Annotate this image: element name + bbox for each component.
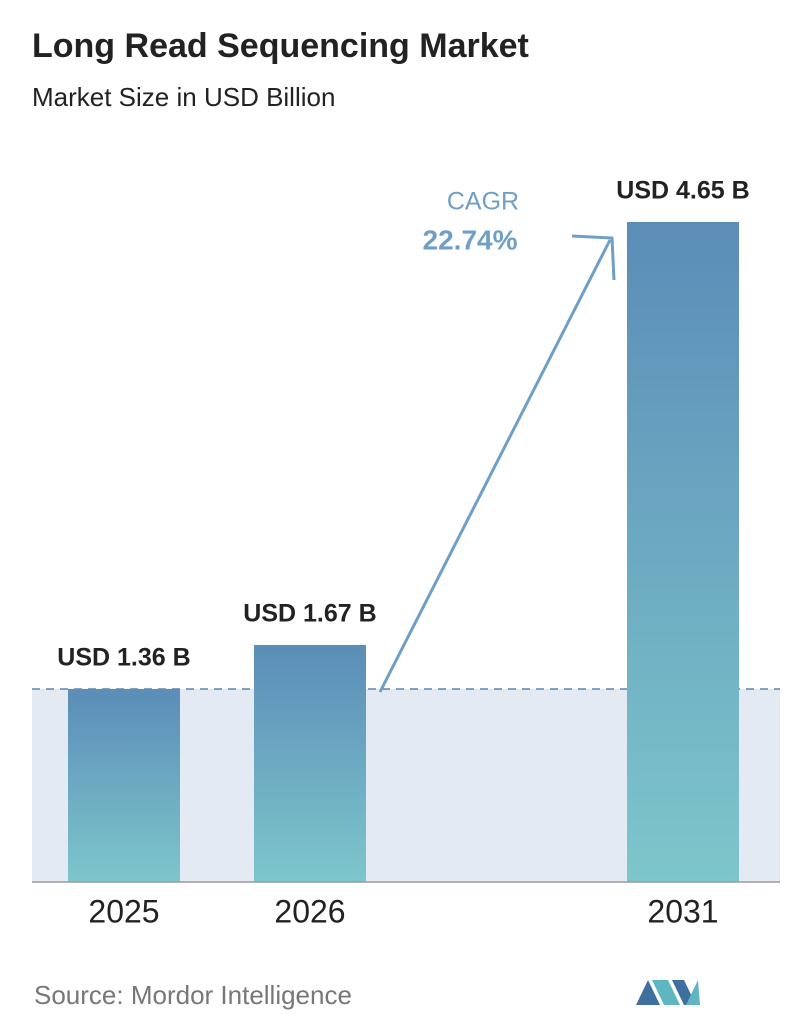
source: Source: Mordor Intelligence [34,980,352,1010]
x-tick-label: 2031 [647,893,718,929]
x-tick-label: 2026 [274,893,345,929]
bar [254,644,366,882]
value-label: USD 4.65 B [616,177,749,205]
bar [68,688,180,882]
x-tick-label: 2025 [88,893,159,929]
cagr-arrow [378,239,612,693]
cagr-arrow-head [571,234,616,281]
cagr-value: 22.74% [423,224,518,255]
bar [627,222,739,882]
plot-area: USD 1.36 B 2025 USD 1.67 B 2026 USD 4.65 B 20… [32,177,780,929]
chart-subtitle: Market Size in USD Billion [32,82,335,112]
value-label: USD 1.36 B [57,644,190,672]
chart-title: Long Read Sequencing Market [32,27,529,65]
logo [636,980,700,1005]
cagr-label: CAGR [447,188,519,216]
value-label: USD 1.67 B [243,600,376,628]
